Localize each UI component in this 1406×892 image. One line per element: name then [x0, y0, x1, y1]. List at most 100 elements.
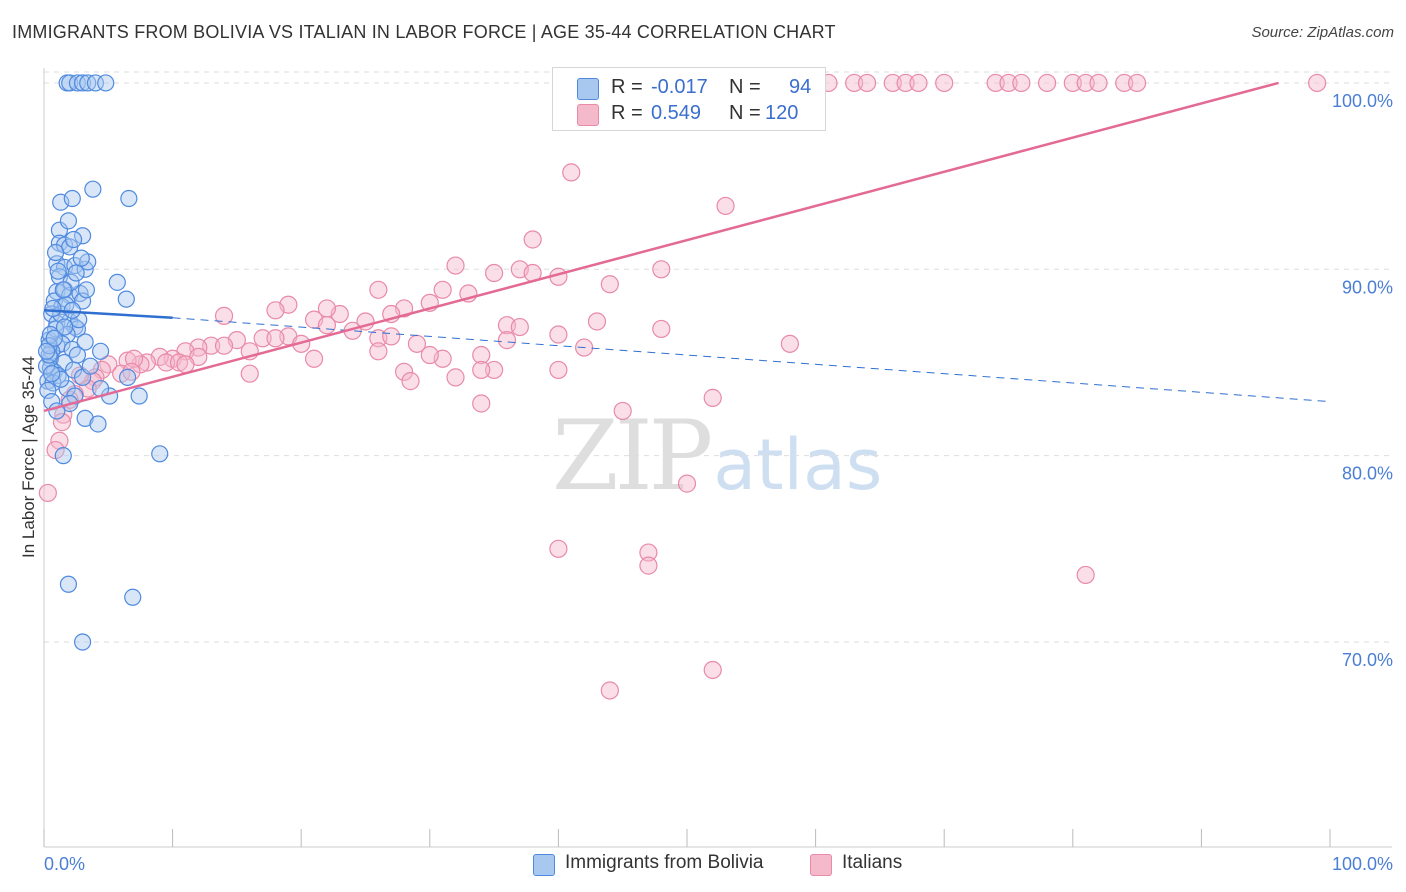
pink-point [857, 73, 877, 93]
pink-point [986, 73, 1005, 93]
bottom-legend-label-bolivia: Immigrants from Bolivia [565, 852, 764, 873]
blue-point [52, 370, 70, 388]
pink-point [883, 73, 902, 93]
pink-point [1076, 73, 1095, 93]
pink-point [472, 345, 491, 365]
bottom-legend-swatch-italians [810, 854, 832, 876]
pink-point [587, 312, 607, 331]
blue-point [67, 264, 85, 282]
pink-point [1063, 73, 1082, 93]
pink-point [472, 394, 491, 413]
legend-swatch-bolivia [577, 78, 599, 100]
pink-point [485, 360, 504, 380]
pink-point [1037, 73, 1057, 93]
blue-point [118, 368, 137, 386]
pink-point [472, 360, 491, 380]
pink-point [446, 368, 465, 387]
pink-point [999, 73, 1018, 93]
source-label: Source: ZipAtlas.com [1251, 24, 1394, 41]
blue-point [77, 281, 96, 299]
italians-points [38, 73, 1327, 700]
pink-point [253, 329, 272, 348]
pink-point [652, 260, 671, 279]
blue-point [39, 381, 57, 400]
pink-point [523, 230, 542, 249]
pink-point [317, 316, 337, 335]
pink-point [1089, 73, 1108, 93]
blue-point [124, 588, 142, 606]
pink-point [446, 256, 465, 275]
blue-point [43, 365, 61, 383]
pink-point [1127, 73, 1147, 93]
pink-point [401, 372, 420, 391]
pink-point [214, 306, 234, 325]
pink-point [240, 364, 259, 383]
bolivia-trend-dashed [172, 317, 1331, 403]
legend-r-value-bolivia: -0.017 [651, 76, 708, 98]
blue-point [91, 342, 110, 360]
blue-point [72, 249, 90, 267]
legend-n-value-italians: 120 [765, 102, 799, 124]
pink-point [157, 353, 176, 372]
blue-point [68, 346, 87, 364]
y-axis-label: In Labor Force | Age 35-44 [19, 356, 38, 558]
pink-point [1012, 73, 1031, 93]
pink-point [549, 360, 568, 380]
blue-point [76, 333, 94, 351]
pink-point [703, 660, 722, 680]
pink-point [169, 353, 189, 372]
x-tick-label-max: 100.0% [1332, 854, 1393, 874]
blue-point [59, 575, 78, 593]
pink-point [562, 163, 581, 182]
blue-point [44, 299, 62, 318]
pink-point [394, 362, 414, 381]
pink-point [896, 73, 915, 93]
pink-point [780, 334, 799, 353]
bottom-legend: Immigrants from Bolivia Italians [0, 852, 1406, 878]
pink-point [266, 329, 285, 348]
legend-swatch-italians [577, 104, 599, 126]
bottom-legend-label-italians: Italians [842, 852, 903, 873]
blue-point [73, 227, 92, 245]
pink-point [382, 327, 401, 346]
bolivia-trend-solid [43, 309, 173, 320]
label-layer: 70.0% 80.0% 90.0% 100.0% 0.0% 100.0% [44, 91, 1393, 874]
pink-point [304, 349, 324, 368]
legend-n-label: N = [729, 76, 761, 98]
blue-point [63, 301, 81, 319]
watermark-atlas: atlas [713, 424, 883, 506]
blue-point [89, 415, 107, 433]
pink-point [510, 317, 529, 337]
blue-point [59, 212, 78, 230]
y-tick-label: 100.0% [1332, 91, 1393, 111]
pink-point [266, 301, 285, 320]
pink-point [369, 280, 388, 299]
pink-point [1115, 73, 1134, 93]
bottom-legend-swatch-bolivia [533, 854, 555, 876]
blue-point [46, 243, 65, 262]
legend-r-value-italians: 0.549 [651, 102, 702, 124]
pink-point [652, 319, 671, 339]
pink-point [613, 401, 632, 421]
legend-box: R = -0.017 N = 94 R = 0.549 N = 120 [552, 67, 826, 131]
pink-point [549, 539, 568, 558]
legend-n-value-bolivia: 94 [789, 76, 812, 98]
pink-point [703, 388, 722, 407]
blue-point [73, 74, 92, 92]
blue-point [81, 357, 99, 375]
pink-point [639, 543, 658, 562]
chart-title: IMMIGRANTS FROM BOLIVIA VS ITALIAN IN LA… [12, 22, 836, 42]
pink-point [549, 325, 568, 344]
blue-point [49, 262, 67, 280]
blue-point [54, 447, 72, 465]
legend-r-label: R = [611, 76, 643, 98]
blue-point [50, 221, 69, 239]
y-tick-label: 70.0% [1342, 650, 1393, 670]
y-tick-label: 80.0% [1342, 464, 1393, 484]
pink-point [214, 336, 234, 355]
bolivia-points [37, 74, 169, 651]
blue-point [97, 74, 115, 92]
blue-point [63, 189, 81, 208]
pink-point [485, 263, 504, 283]
